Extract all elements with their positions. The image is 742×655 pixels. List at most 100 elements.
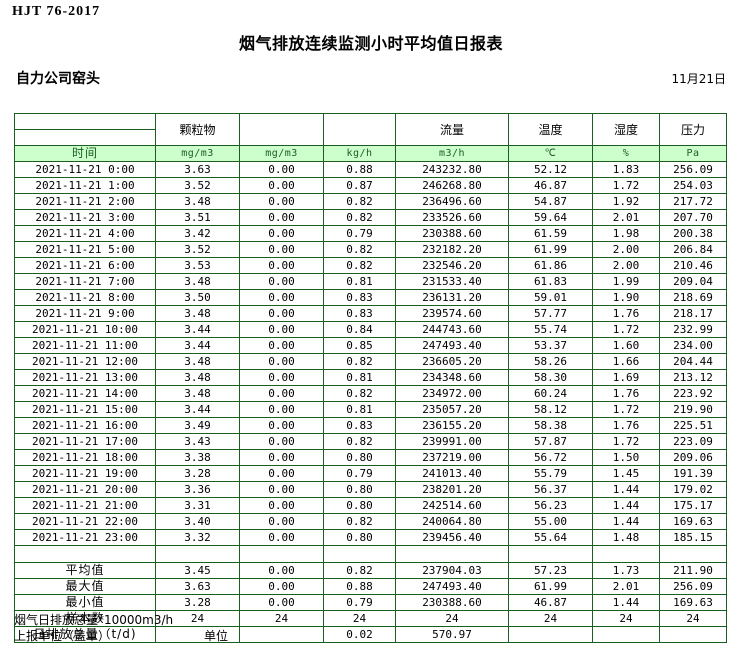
cell-value: 56.37 [508,481,593,498]
emission-report-table: 颗粒物 流量 温度 湿度 压力 时间 mg/m3 mg/m3 kg/h m3/h… [14,113,727,643]
summary-value: 0.00 [239,562,324,579]
cell-value: 0.00 [239,353,324,370]
summary-label: 平均值 [14,562,156,579]
cell-value: 1.72 [592,401,660,418]
cell-value: 232546.20 [395,257,509,274]
cell-value: 2.01 [592,209,660,226]
summary-value [592,626,660,643]
cell-value: 0.00 [239,273,324,290]
cell-value: 1.44 [592,497,660,514]
cell-value: 1.44 [592,481,660,498]
cell-value: 223.09 [659,433,727,450]
facility-name: 自力公司窑头 [16,71,100,87]
cell-value: 1.48 [592,529,660,546]
summary-value [659,626,727,643]
footer-unit-label: 单位 [204,629,229,643]
cell-value: 209.04 [659,273,727,290]
cell-value: 52.12 [508,161,593,178]
cell-value: 241013.40 [395,465,509,482]
cell-value: 60.24 [508,385,593,402]
summary-value: 3.45 [155,562,240,579]
cell-value: 0.83 [323,417,396,434]
cell-value: 0.00 [239,513,324,530]
table-row: 2021-11-21 18:00 3.38 0.00 0.80 237219.00 56.… [14,449,727,466]
table-row: 2021-11-21 2:00 3.48 0.00 0.82 236496.60 54.8… [14,193,727,210]
cell-value: 0.00 [239,289,324,306]
cell-value: 1.76 [592,385,660,402]
cell-value: 3.48 [155,385,240,402]
table-row: 2021-11-21 4:00 3.42 0.00 0.79 230388.60 61.5… [14,225,727,242]
cell-value: 3.40 [155,513,240,530]
cell-value: 3.44 [155,401,240,418]
spacer-cell [14,545,156,563]
cell-value: 56.72 [508,449,593,466]
cell-value: 239991.00 [395,433,509,450]
header-group-pressure: 压力 [659,113,727,146]
cell-time: 2021-11-21 0:00 [14,161,156,178]
cell-value: 0.00 [239,305,324,322]
cell-value: 3.38 [155,449,240,466]
summary-value: 57.23 [508,562,593,579]
summary-value: 230388.60 [395,594,509,611]
cell-value: 225.51 [659,417,727,434]
summary-value: 169.63 [659,594,727,611]
cell-value: 185.15 [659,529,727,546]
cell-value: 3.63 [155,161,240,178]
cell-value: 237219.00 [395,449,509,466]
summary-row: 日排放总量（t/d) 0.02 570.97 [14,626,727,643]
header-group-temperature: 温度 [508,113,593,146]
cell-value: 239574.60 [395,305,509,322]
cell-value: 0.00 [239,337,324,354]
cell-value: 0.00 [239,401,324,418]
cell-time: 2021-11-21 19:00 [14,465,156,482]
report-date: 11月21日 [671,72,726,86]
header-unit-particulate-std: mg/m3 [239,145,324,162]
header-unit-humidity: % [592,145,660,162]
table-row: 2021-11-21 12:00 3.48 0.00 0.82 236605.20 58.… [14,353,727,370]
cell-value: 0.79 [323,465,396,482]
cell-value: 1.99 [592,273,660,290]
cell-value: 0.82 [323,353,396,370]
cell-value: 232182.20 [395,241,509,258]
cell-value: 223.92 [659,385,727,402]
cell-value: 1.69 [592,369,660,386]
summary-value: 24 [659,610,727,627]
header-blank-time-top [14,113,156,130]
cell-value: 0.84 [323,321,396,338]
cell-value: 236496.60 [395,193,509,210]
cell-value: 235057.20 [395,401,509,418]
cell-time: 2021-11-21 6:00 [14,257,156,274]
header-blank-time-bottom [14,129,156,146]
cell-time: 2021-11-21 9:00 [14,305,156,322]
cell-value: 236155.20 [395,417,509,434]
cell-value: 0.82 [323,209,396,226]
page-title: 烟气排放连续监测小时平均值日报表 [238,34,503,53]
summary-row: 最大值 3.63 0.00 0.88 247493.40 61.99 2.01 256.09 [14,578,727,595]
cell-value: 243232.80 [395,161,509,178]
summary-value: 0.00 [239,594,324,611]
summary-value: 24 [239,610,324,627]
cell-value: 3.48 [155,369,240,386]
cell-value: 234.00 [659,337,727,354]
table-row: 2021-11-21 21:00 3.31 0.00 0.80 242514.60 56.… [14,497,727,514]
cell-value: 230388.60 [395,225,509,242]
cell-value: 0.82 [323,513,396,530]
cell-value: 0.87 [323,177,396,194]
summary-value: 1.73 [592,562,660,579]
header-unit-particulate-rate: kg/h [323,145,396,162]
cell-time: 2021-11-21 7:00 [14,273,156,290]
summary-value: 2.01 [592,578,660,595]
cell-value: 1.76 [592,305,660,322]
cell-value: 3.48 [155,305,240,322]
cell-value: 0.83 [323,289,396,306]
cell-value: 55.79 [508,465,593,482]
summary-value [155,626,240,643]
spacer-cell [155,545,240,563]
header-blank-col3 [323,113,396,146]
cell-time: 2021-11-21 5:00 [14,241,156,258]
cell-value: 1.45 [592,465,660,482]
table-row: 2021-11-21 6:00 3.53 0.00 0.82 232546.20 61.8… [14,257,727,274]
cell-value: 0.00 [239,497,324,514]
cell-value: 231533.40 [395,273,509,290]
cell-value: 3.52 [155,241,240,258]
